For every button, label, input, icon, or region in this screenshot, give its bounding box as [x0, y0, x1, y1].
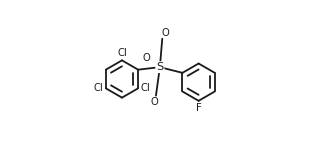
Text: Cl: Cl — [141, 83, 150, 93]
Text: F: F — [196, 103, 201, 113]
Text: Cl: Cl — [117, 48, 127, 58]
Text: S: S — [156, 62, 164, 72]
Text: Cl: Cl — [94, 83, 104, 93]
Text: O: O — [161, 27, 169, 38]
Text: O: O — [151, 97, 158, 107]
Text: O: O — [142, 53, 150, 64]
